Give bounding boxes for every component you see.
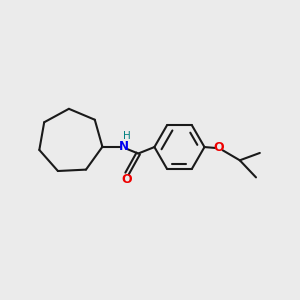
Text: O: O <box>213 141 224 154</box>
Text: N: N <box>118 140 129 153</box>
Text: H: H <box>123 130 131 141</box>
Text: O: O <box>122 173 132 186</box>
